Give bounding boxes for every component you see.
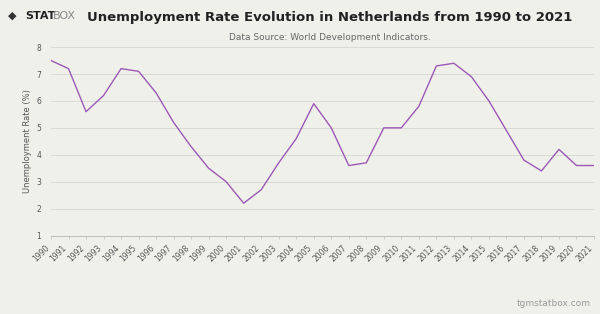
- Text: STAT: STAT: [25, 11, 56, 21]
- Text: Data Source: World Development Indicators.: Data Source: World Development Indicator…: [229, 33, 431, 42]
- Text: BOX: BOX: [53, 11, 76, 21]
- Text: ◆: ◆: [8, 11, 16, 21]
- Legend: Netherlands: Netherlands: [278, 313, 367, 314]
- Text: tgmstatbox.com: tgmstatbox.com: [517, 299, 591, 308]
- Y-axis label: Unemployment Rate (%): Unemployment Rate (%): [23, 89, 32, 193]
- Text: Unemployment Rate Evolution in Netherlands from 1990 to 2021: Unemployment Rate Evolution in Netherlan…: [88, 11, 572, 24]
